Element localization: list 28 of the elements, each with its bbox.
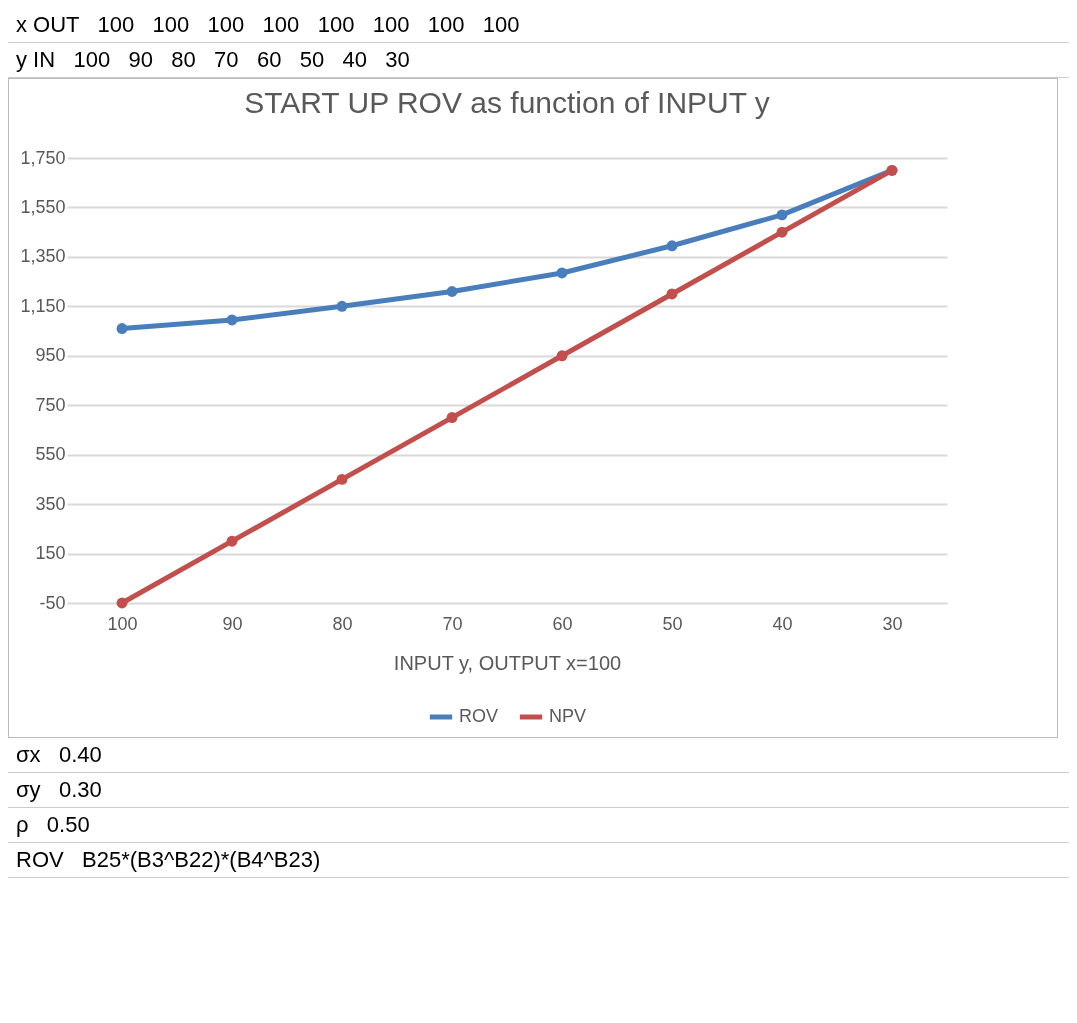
text: ROV B25*(B3^B22)*(B4^B23) xyxy=(8,843,1069,878)
y-tick-label: 950 xyxy=(35,345,66,366)
y-tick-label: 1,750 xyxy=(20,147,66,168)
x-tick-label: 100 xyxy=(107,613,138,634)
text: y IN 100 90 80 70 60 50 40 30 xyxy=(8,43,1069,78)
y-tick-label: 150 xyxy=(35,543,66,564)
y-tick-label: 1,550 xyxy=(20,196,66,217)
y-tick-label: 350 xyxy=(35,493,66,514)
x-tick-label: 90 xyxy=(222,613,243,634)
y-tick-label: 1,350 xyxy=(20,246,66,267)
text: σy 0.30 xyxy=(8,773,1069,808)
x-tick-label: 70 xyxy=(442,613,463,634)
y-tick-label: 1,150 xyxy=(20,295,66,316)
legend-label: NPV xyxy=(549,706,587,726)
text: σx 0.40 xyxy=(8,738,1069,773)
x-tick-label: 50 xyxy=(662,613,683,634)
x-tick-label: 30 xyxy=(882,613,903,634)
y-tick-label: 550 xyxy=(35,444,66,465)
legend-label: ROV xyxy=(459,706,499,726)
chart-title: START UP ROV as function of INPUT y xyxy=(244,86,770,119)
x-tick-label: 80 xyxy=(332,613,353,634)
x-tick-label: 40 xyxy=(772,613,793,634)
x-tick-label: 60 xyxy=(552,613,573,634)
text: x OUT 100 100 100 100 100 100 100 100 xyxy=(8,8,1069,43)
y-tick-label: 750 xyxy=(35,394,66,415)
y-tick-label: -50 xyxy=(39,592,66,613)
x-axis-title: INPUT y, OUTPUT x=100 xyxy=(393,651,622,674)
text: ρ 0.50 xyxy=(8,808,1069,843)
